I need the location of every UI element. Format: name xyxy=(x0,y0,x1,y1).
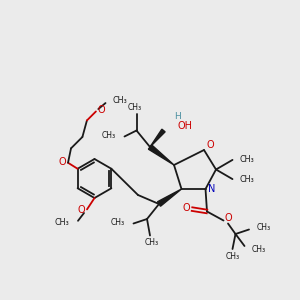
Text: N: N xyxy=(208,184,216,194)
Polygon shape xyxy=(148,145,174,165)
Polygon shape xyxy=(158,189,182,206)
Polygon shape xyxy=(150,129,165,147)
Text: O: O xyxy=(207,140,214,150)
Text: CH₃: CH₃ xyxy=(240,155,255,164)
Text: O: O xyxy=(224,213,232,223)
Text: CH₃: CH₃ xyxy=(55,218,70,227)
Text: O: O xyxy=(59,157,66,166)
Text: CH₃: CH₃ xyxy=(110,218,124,227)
Text: CH₃: CH₃ xyxy=(225,252,240,261)
Text: H: H xyxy=(174,112,181,121)
Text: CH₃: CH₃ xyxy=(256,224,271,232)
Text: CH₃: CH₃ xyxy=(252,244,266,253)
Text: CH₃: CH₃ xyxy=(128,103,142,112)
Text: CH₃: CH₃ xyxy=(102,130,116,140)
Text: CH₃: CH₃ xyxy=(112,95,127,104)
Text: CH₃: CH₃ xyxy=(240,175,255,184)
Text: O: O xyxy=(98,105,105,115)
Text: O: O xyxy=(183,203,190,213)
Text: OH: OH xyxy=(177,121,192,131)
Text: O: O xyxy=(78,205,86,215)
Text: CH₃: CH₃ xyxy=(144,238,159,247)
